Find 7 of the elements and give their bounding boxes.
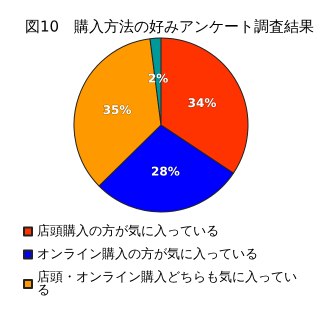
data-label: 35% [102, 102, 132, 117]
legend-label: 店頭購入の方が気に入っている [37, 223, 219, 239]
data-label: 28% [151, 164, 180, 178]
data-label: 34% [188, 96, 216, 110]
chart-title: 図10 購入方法の好みアンケート調査結果 [25, 18, 314, 36]
legend-label: 店頭・オンライン購入どちらも気に入っている [37, 269, 297, 298]
legend-label: オンライン購入の方が気に入っている [37, 246, 258, 262]
